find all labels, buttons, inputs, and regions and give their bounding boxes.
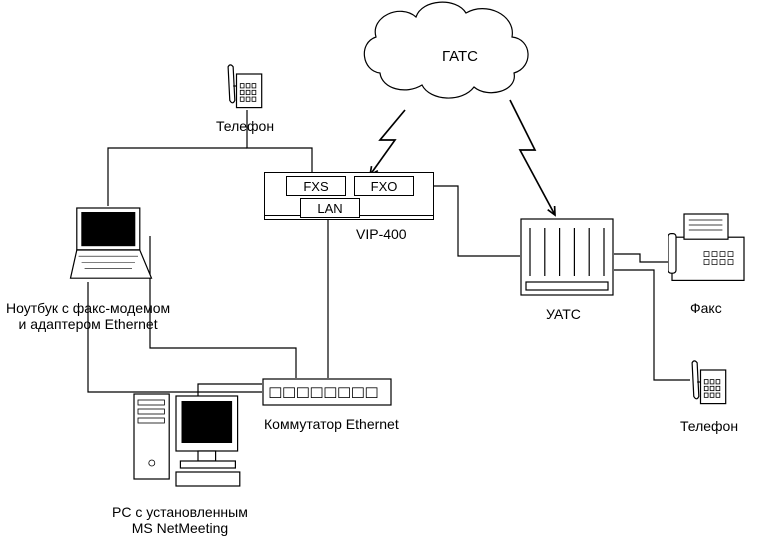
fax [668, 212, 748, 284]
switch [262, 378, 392, 406]
pc-label: PC c установленным MS NetMeeting [112, 504, 248, 536]
pbx [520, 218, 614, 296]
vip400-label: VIP-400 [356, 226, 407, 242]
laptop [66, 206, 156, 282]
port-lan: LAN [300, 198, 360, 218]
phone_top-label: Телефон [216, 118, 274, 134]
pbx-label: УАТС [546, 306, 581, 322]
laptop-label: Ноутбук с факс-модемом и адаптером Ether… [6, 300, 170, 332]
switch-label: Коммутатор Ethernet [264, 416, 399, 432]
diagram-canvas: ГАТС FXS FXOLAN VIP-400 УАТС Телефон Ноутбук … [0, 0, 774, 558]
fax-label: Факс [690, 300, 722, 316]
pc [132, 388, 242, 488]
port-fxo: FXO [354, 176, 414, 196]
phone_top [226, 62, 268, 110]
phone_right [690, 358, 732, 406]
svg-text:ГАТС: ГАТС [442, 48, 478, 65]
port-fxs: FXS [286, 176, 346, 196]
phone_right-label: Телефон [680, 418, 738, 434]
